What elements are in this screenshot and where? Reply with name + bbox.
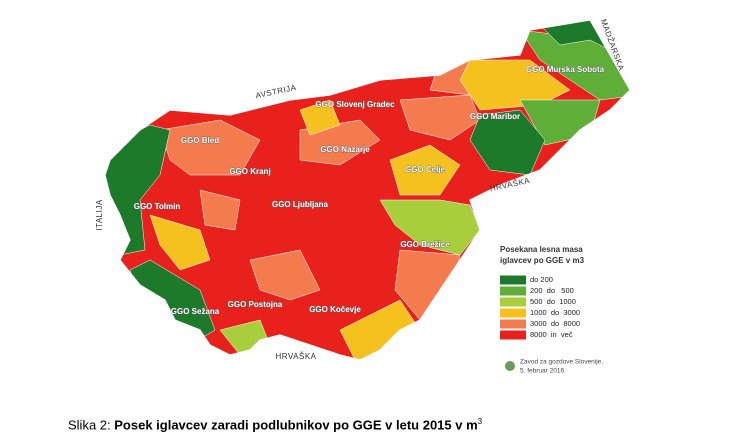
legend-title: Posekana lesna masa: [500, 245, 583, 254]
legend-title: iglavcev po GGE v m3: [500, 256, 585, 265]
region-label: GGO Nazarje: [320, 145, 370, 154]
region-label: GGO Sežana: [171, 307, 220, 316]
map-region: [399, 94, 481, 141]
map-region: [389, 144, 461, 196]
region-label: GGO Ljubljana: [272, 200, 329, 209]
legend: Posekana lesna masa iglavcev po GGE v m3 d…: [500, 245, 585, 340]
map-labels: GGO Slovenj Gradec GGO Murska Sobota GGO M…: [95, 18, 626, 361]
legend-swatch: [500, 330, 526, 340]
legend-swatch: [500, 319, 526, 329]
legend-swatch: [500, 308, 526, 318]
neighbour-label: ITALIJA: [95, 199, 104, 231]
map-region: [249, 249, 321, 301]
region-label: GGO Kočevje: [309, 305, 361, 314]
map-region: [299, 99, 341, 136]
legend-label: 200 do 500: [530, 286, 574, 295]
legend-swatch: [500, 297, 526, 307]
legend-label: 8000 in več: [530, 330, 573, 339]
map-region: [199, 189, 241, 231]
region-label: GGO Kranj: [229, 167, 270, 176]
source: Zavod za gozdove Slovenije, 5. februar 2…: [505, 359, 603, 375]
caption: Slika 2: Posek iglavcev zaradi podlubnik…: [68, 417, 482, 432]
region-label: GGO Tolmin: [134, 202, 181, 211]
region-label: GGO Brežice: [400, 240, 450, 249]
region-label: GGO Slovenj Gradec: [315, 100, 395, 109]
source-logo: [505, 361, 515, 371]
legend-label: do 200: [530, 275, 553, 284]
legend-label: 3000 do 8000: [530, 319, 580, 328]
source-line: 5. februar 2016: [520, 368, 564, 375]
region-label: GGO Maribor: [470, 112, 520, 121]
region-label: GGO Murska Sobota: [526, 65, 605, 74]
legend-label: 500 do 1000: [530, 297, 576, 306]
legend-swatch: [500, 286, 526, 296]
map: GGO Slovenj Gradec GGO Murska Sobota GGO M…: [95, 18, 631, 375]
caption-sup: 3: [477, 417, 483, 426]
map-region: [159, 119, 261, 176]
legend-swatch: [500, 275, 526, 285]
map-region: [149, 214, 211, 271]
neighbour-label: HRVAŠKA: [276, 352, 317, 361]
caption-title: Posek iglavcev zaradi podlubnikov po GGE…: [114, 417, 478, 433]
legend-label: 1000 do 3000: [530, 308, 580, 317]
source-line: Zavod za gozdove Slovenije,: [520, 359, 603, 366]
region-label: GGO Postojna: [228, 300, 283, 309]
map-region: [379, 199, 481, 256]
region-label: GGO Bled: [181, 136, 219, 145]
neighbour-label: AVSTRIJA: [255, 83, 298, 100]
caption-prefix: Slika 2:: [68, 417, 115, 433]
region-label: GGO Celje: [405, 165, 446, 174]
